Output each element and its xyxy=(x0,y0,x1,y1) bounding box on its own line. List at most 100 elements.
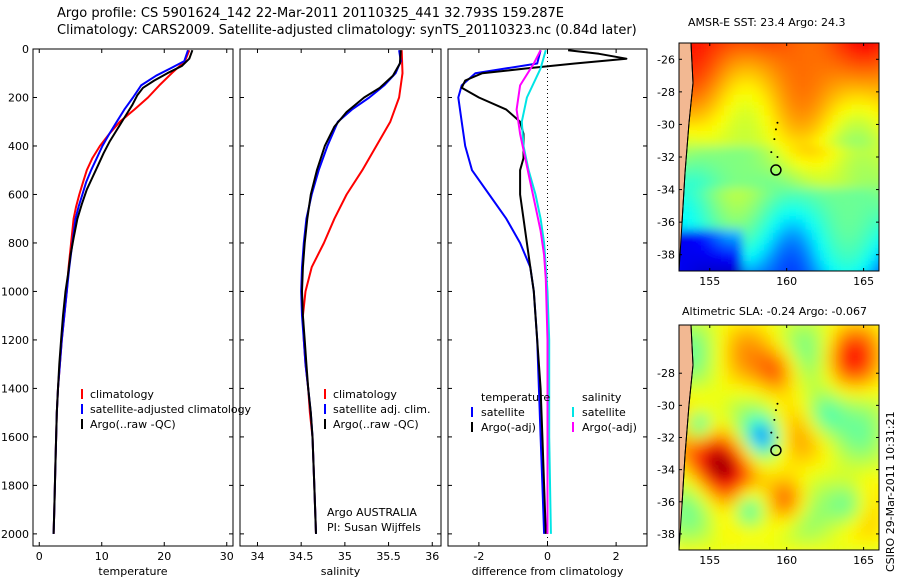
map-cell xyxy=(879,366,889,377)
map-cell xyxy=(724,146,735,158)
y-tick-label: 1200 xyxy=(1,334,29,347)
map-cell xyxy=(788,468,799,480)
map-cell xyxy=(724,509,735,521)
map-cell xyxy=(715,53,726,65)
map-cell xyxy=(715,229,726,241)
map-cell xyxy=(779,355,790,367)
map-cell xyxy=(788,539,799,550)
map-cell xyxy=(769,260,780,271)
map-cell xyxy=(769,198,780,210)
map-cell xyxy=(679,136,680,148)
map-cell xyxy=(824,250,835,262)
map-cell xyxy=(824,345,835,357)
map-cell xyxy=(815,84,826,96)
plot-frame xyxy=(32,48,234,547)
map-cell xyxy=(751,260,762,271)
map-cell xyxy=(842,219,853,231)
map-cell xyxy=(779,417,790,429)
map-cell xyxy=(760,43,771,44)
map-cell xyxy=(788,386,799,398)
map-cell xyxy=(788,146,799,158)
map-cell xyxy=(851,157,862,169)
map-cell xyxy=(688,509,699,521)
map-cell xyxy=(788,157,799,169)
map-cell xyxy=(760,250,771,262)
map-cell xyxy=(679,250,690,262)
map-cell xyxy=(688,177,699,190)
map-cell xyxy=(779,229,790,241)
map-cell xyxy=(860,146,871,158)
map-cell xyxy=(879,458,889,469)
map-cell xyxy=(733,43,744,44)
map-cell xyxy=(742,365,753,378)
map-cell xyxy=(742,417,753,429)
map-cell xyxy=(797,529,808,541)
map-cell xyxy=(860,105,871,117)
map-cell xyxy=(797,63,808,76)
map-cell xyxy=(860,447,871,459)
map-cell xyxy=(724,219,735,231)
map-cell xyxy=(833,208,844,221)
map-cell xyxy=(815,63,826,76)
x-tick-label: 34.5 xyxy=(289,550,314,563)
map-cell xyxy=(751,355,762,367)
map-cell xyxy=(842,355,853,367)
map-cell xyxy=(688,115,699,127)
sla-map: -28 -30 -32 -34 -36 -38 155 160 165 xyxy=(657,324,889,567)
map-cell xyxy=(769,365,780,378)
map-cell xyxy=(733,53,744,65)
map-cell xyxy=(851,458,862,470)
map-cell xyxy=(760,167,771,179)
map-cell xyxy=(760,84,771,96)
map-cell xyxy=(779,167,790,179)
map-cell xyxy=(869,427,879,439)
map-cell xyxy=(869,417,879,429)
series-line-temperature-satellite xyxy=(457,49,546,534)
map-cell xyxy=(879,540,889,551)
x-tick-label: 20 xyxy=(157,550,171,563)
map-cell xyxy=(824,219,835,231)
y-tick-label: -38 xyxy=(657,528,675,541)
map-cell xyxy=(833,260,844,271)
map-cell xyxy=(715,365,726,378)
map-cell xyxy=(715,406,726,418)
map-cell xyxy=(751,53,762,65)
map-cell xyxy=(751,345,762,357)
map-cell xyxy=(869,437,879,449)
map-cell xyxy=(724,488,735,500)
map-cell xyxy=(715,417,726,429)
map-cell xyxy=(769,115,780,127)
map-cell xyxy=(715,478,726,490)
map-cell xyxy=(797,519,808,531)
map-cell xyxy=(697,396,708,408)
y-tick-label: -38 xyxy=(657,249,675,262)
map-cell xyxy=(697,325,708,326)
map-cell xyxy=(879,386,889,397)
map-cell xyxy=(733,239,744,252)
map-cell xyxy=(742,208,753,221)
map-cell xyxy=(724,74,735,86)
map-cell xyxy=(851,229,862,241)
map-cell xyxy=(688,63,699,76)
x-axis-label: temperature xyxy=(98,565,167,578)
map-cell xyxy=(760,325,771,326)
map-cell xyxy=(688,43,699,44)
map-cell xyxy=(715,427,726,439)
y-tick-label: -28 xyxy=(657,367,675,380)
map-cell xyxy=(679,43,680,44)
map-cell xyxy=(715,43,726,44)
map-cell xyxy=(842,478,853,490)
map-cell xyxy=(733,488,744,500)
map-cell xyxy=(869,115,879,127)
map-cell xyxy=(733,208,744,221)
map-cell xyxy=(733,74,744,86)
map-cell xyxy=(742,146,753,158)
map-cell xyxy=(860,43,871,55)
map-cell xyxy=(760,74,771,86)
x-tick-label: 35 xyxy=(338,550,352,563)
map-cell xyxy=(688,376,699,388)
map-cell xyxy=(724,478,735,490)
map-cell xyxy=(751,74,762,86)
map-cell xyxy=(715,146,726,158)
